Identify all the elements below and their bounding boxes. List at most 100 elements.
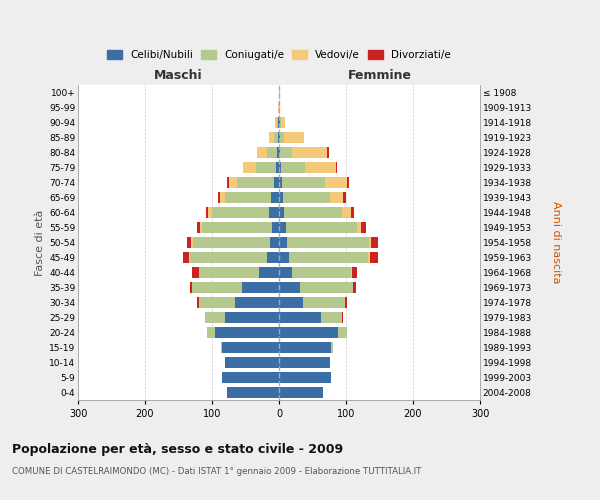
Bar xyxy=(278,132,279,143)
Bar xyxy=(205,312,226,324)
Bar xyxy=(226,356,279,368)
Bar xyxy=(279,296,303,308)
Bar xyxy=(289,252,368,264)
Bar xyxy=(279,116,280,128)
Bar xyxy=(279,236,287,248)
Bar xyxy=(279,146,280,158)
Bar xyxy=(279,372,331,384)
Bar xyxy=(257,146,267,158)
Bar xyxy=(259,266,279,278)
Y-axis label: Fasce di età: Fasce di età xyxy=(35,210,45,276)
Bar xyxy=(368,252,370,264)
Bar xyxy=(344,296,347,308)
Bar xyxy=(279,86,280,99)
Bar xyxy=(325,176,347,188)
Bar xyxy=(256,162,275,173)
Bar xyxy=(284,132,304,143)
Bar xyxy=(286,222,357,234)
Bar xyxy=(281,176,325,188)
Bar xyxy=(357,222,361,234)
Bar xyxy=(235,296,279,308)
Bar xyxy=(197,296,199,308)
Bar xyxy=(275,116,277,128)
Bar xyxy=(279,312,320,324)
Bar xyxy=(212,206,269,218)
Bar xyxy=(371,236,378,248)
Bar xyxy=(229,176,237,188)
Bar xyxy=(279,252,289,264)
Bar xyxy=(189,252,190,264)
Bar xyxy=(226,192,271,203)
Bar xyxy=(352,266,358,278)
Bar xyxy=(226,312,279,324)
Text: Popolazione per età, sesso e stato civile - 2009: Popolazione per età, sesso e stato civil… xyxy=(12,442,343,456)
Bar xyxy=(292,266,352,278)
Bar xyxy=(267,252,279,264)
Bar xyxy=(191,236,193,248)
Bar xyxy=(292,146,327,158)
Bar xyxy=(342,312,343,324)
Bar xyxy=(192,282,242,294)
Bar xyxy=(190,282,192,294)
Bar xyxy=(227,386,279,398)
Bar xyxy=(279,176,281,188)
Bar xyxy=(269,132,274,143)
Y-axis label: Anni di nascita: Anni di nascita xyxy=(551,201,562,284)
Bar xyxy=(279,356,330,368)
Bar xyxy=(279,342,331,353)
Bar xyxy=(197,222,200,234)
Bar xyxy=(279,206,284,218)
Bar xyxy=(218,192,220,203)
Bar xyxy=(274,132,278,143)
Bar xyxy=(369,236,371,248)
Bar xyxy=(277,116,278,128)
Bar xyxy=(193,236,269,248)
Bar xyxy=(199,296,235,308)
Bar xyxy=(279,102,280,114)
Bar xyxy=(352,206,354,218)
Bar xyxy=(192,266,199,278)
Bar xyxy=(182,252,189,264)
Bar xyxy=(279,132,280,143)
Bar xyxy=(237,176,274,188)
Bar xyxy=(281,162,305,173)
Text: COMUNE DI CASTELRAIMONDO (MC) - Dati ISTAT 1° gennaio 2009 - Elaborazione TUTTIT: COMUNE DI CASTELRAIMONDO (MC) - Dati IST… xyxy=(12,468,421,476)
Bar xyxy=(361,222,366,234)
Bar xyxy=(305,162,336,173)
Bar xyxy=(347,176,349,188)
Bar xyxy=(279,266,292,278)
Text: Maschi: Maschi xyxy=(154,69,203,82)
Bar xyxy=(275,162,279,173)
Bar xyxy=(190,252,267,264)
Bar xyxy=(284,206,342,218)
Bar xyxy=(215,326,279,338)
Text: Femmine: Femmine xyxy=(347,69,412,82)
Bar xyxy=(343,192,346,203)
Bar xyxy=(279,162,281,173)
Bar xyxy=(227,176,229,188)
Bar xyxy=(200,222,202,234)
Bar xyxy=(336,162,337,173)
Bar xyxy=(301,282,353,294)
Bar xyxy=(279,386,323,398)
Bar xyxy=(278,102,279,114)
Bar xyxy=(281,116,285,128)
Bar xyxy=(271,192,279,203)
Bar xyxy=(327,146,329,158)
Bar xyxy=(206,206,208,218)
Bar xyxy=(274,176,279,188)
Bar xyxy=(187,236,191,248)
Bar xyxy=(338,326,347,338)
Bar xyxy=(303,296,344,308)
Bar xyxy=(279,282,301,294)
Bar xyxy=(208,326,215,338)
Bar xyxy=(199,266,259,278)
Bar xyxy=(272,222,279,234)
Bar xyxy=(221,342,222,353)
Bar xyxy=(370,252,378,264)
Bar xyxy=(287,236,369,248)
Legend: Celibi/Nubili, Coniugati/e, Vedovi/e, Divorziati/e: Celibi/Nubili, Coniugati/e, Vedovi/e, Di… xyxy=(103,46,455,64)
Bar xyxy=(202,222,272,234)
Bar xyxy=(222,342,279,353)
Bar xyxy=(269,236,279,248)
